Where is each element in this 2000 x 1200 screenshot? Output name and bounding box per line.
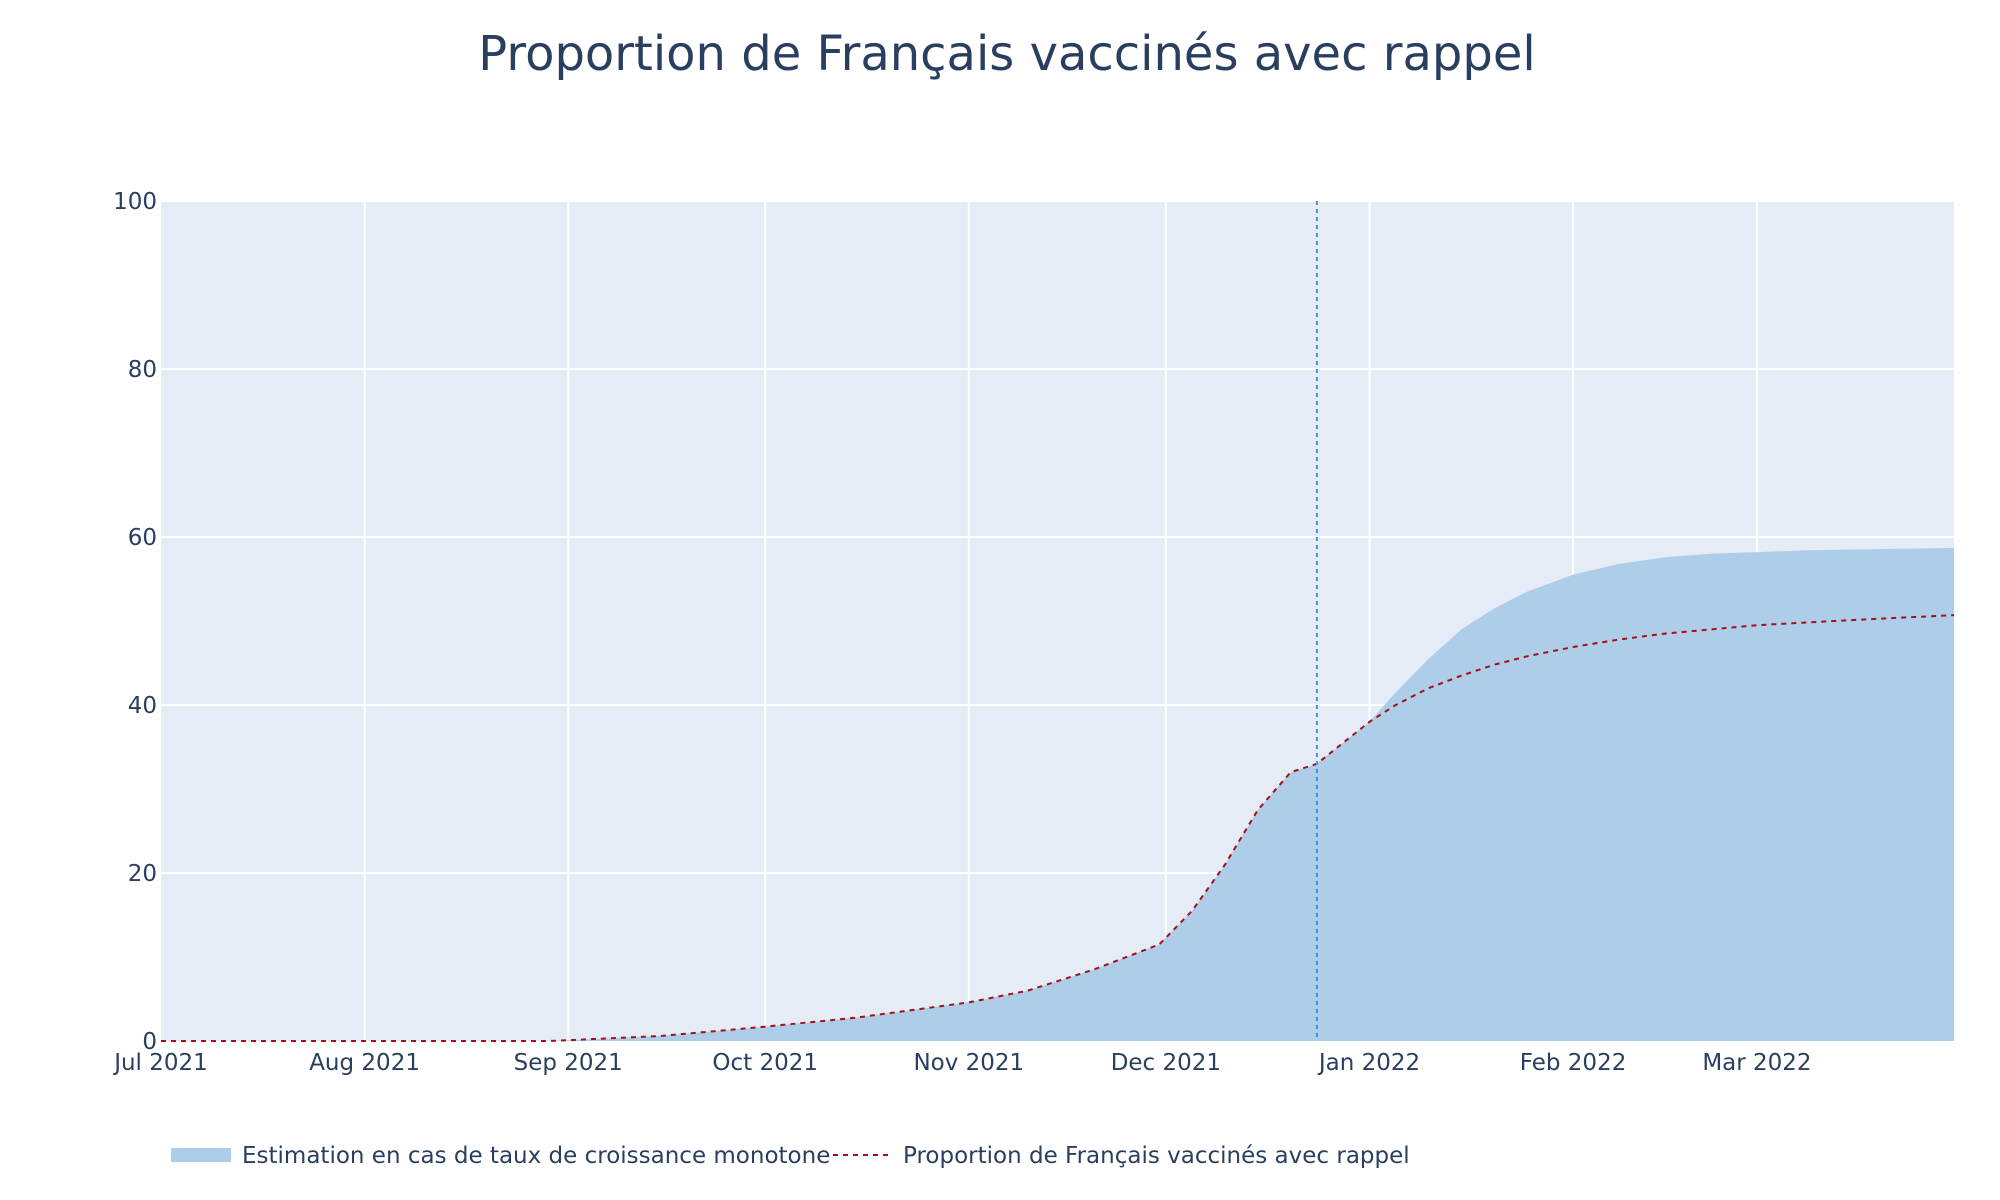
y-tick-label: 80	[128, 357, 157, 383]
y-tick-label: 100	[113, 189, 157, 215]
legend-swatch-area	[171, 1148, 231, 1162]
y-axis-ticks: 0 20 40 60 80 100	[113, 189, 157, 1055]
x-axis-ticks: Jul 2021 Aug 2021 Sep 2021 Oct 2021 Nov 2021…	[112, 1050, 1811, 1076]
y-tick-label: 60	[128, 525, 157, 551]
x-tick-label: Jan 2022	[1317, 1050, 1420, 1076]
series-area-estimation	[161, 547, 1954, 1041]
legend-label-proportion: Proportion de Français vaccinés avec rap…	[903, 1143, 1410, 1169]
x-tick-label: Nov 2021	[913, 1050, 1024, 1076]
x-tick-label: Aug 2021	[309, 1050, 420, 1076]
y-tick-label: 0	[142, 1029, 157, 1055]
x-tick-label: Dec 2021	[1111, 1050, 1221, 1076]
y-tick-label: 20	[128, 861, 157, 887]
legend-item-estimation[interactable]: Estimation en cas de taux de croissance …	[171, 1143, 830, 1169]
y-tick-label: 40	[128, 693, 157, 719]
x-tick-label: Feb 2022	[1520, 1050, 1627, 1076]
x-tick-label: Mar 2022	[1702, 1050, 1811, 1076]
legend-item-proportion[interactable]: Proportion de Français vaccinés avec rap…	[833, 1143, 1410, 1169]
x-tick-label: Sep 2021	[514, 1050, 623, 1076]
chart-title: Proportion de Français vaccinés avec rap…	[478, 26, 1535, 82]
x-tick-label: Oct 2021	[712, 1050, 818, 1076]
legend-label-estimation: Estimation en cas de taux de croissance …	[242, 1143, 830, 1169]
x-tick-label: Jul 2021	[112, 1050, 208, 1076]
legend: Estimation en cas de taux de croissance …	[171, 1143, 1410, 1169]
